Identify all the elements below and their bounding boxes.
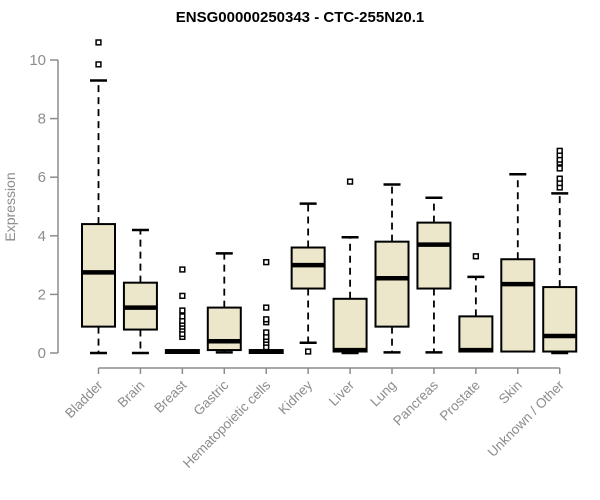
- y-tick-label-2: 2: [38, 286, 46, 303]
- box-gastric: [206, 306, 242, 352]
- outlier-point-breast: [179, 313, 186, 320]
- x-tick-label-brain: Brain: [115, 378, 148, 411]
- box-pancreas: [416, 221, 452, 290]
- outlier-point-unknown-other: [556, 165, 563, 172]
- x-tick-label-liver: Liver: [326, 377, 358, 409]
- x-tick-label-pancreas: Pancreas: [390, 377, 441, 428]
- y-tick-label-8: 8: [38, 111, 46, 128]
- box-unknown-other: [542, 286, 578, 353]
- box-skin: [500, 258, 536, 353]
- outlier-point-hematopoietic-cells: [263, 329, 270, 336]
- outlier-point-bladder: [95, 39, 102, 46]
- x-tick-label-lung: Lung: [367, 378, 399, 410]
- outlier-point-unknown-other: [556, 175, 563, 182]
- outlier-point-hematopoietic-cells: [263, 259, 270, 266]
- box-kidney: [290, 246, 326, 290]
- y-axis-label: Expression: [2, 172, 18, 241]
- box-lung: [374, 240, 410, 328]
- outlier-point-breast: [179, 307, 186, 314]
- outlier-point-breast: [179, 266, 186, 273]
- y-tick-label-10: 10: [29, 52, 46, 69]
- y-tick-label-0: 0: [38, 345, 46, 362]
- x-tick-label-bladder: Bladder: [62, 377, 106, 421]
- outlier-point-prostate: [472, 253, 480, 260]
- x-tick-label-kidney: Kidney: [275, 377, 315, 417]
- outlier-point-hematopoietic-cells: [263, 304, 270, 311]
- outlier-point-breast: [179, 292, 186, 300]
- y-tick-label-6: 6: [38, 169, 46, 186]
- x-tick-label-skin: Skin: [496, 378, 525, 407]
- chart-title: ENSG00000250343 - CTC-255N20.1: [176, 9, 424, 26]
- x-tick-label-gastric: Gastric: [191, 377, 232, 418]
- outlier-point-kidney: [305, 348, 312, 355]
- outlier-point-bladder: [95, 61, 102, 68]
- y-tick-label-4: 4: [38, 228, 46, 245]
- x-tick-label-prostate: Prostate: [437, 378, 483, 424]
- box-liver: [332, 297, 368, 353]
- outlier-point-hematopoietic-cells: [263, 316, 270, 323]
- outlier-point-unknown-other: [556, 147, 563, 154]
- x-tick-label-unknown-other: Unknown / Other: [485, 377, 568, 460]
- box-prostate: [458, 315, 494, 353]
- box-bladder: [81, 223, 116, 328]
- outlier-point-liver: [346, 178, 354, 185]
- x-tick-label-breast: Breast: [151, 377, 189, 415]
